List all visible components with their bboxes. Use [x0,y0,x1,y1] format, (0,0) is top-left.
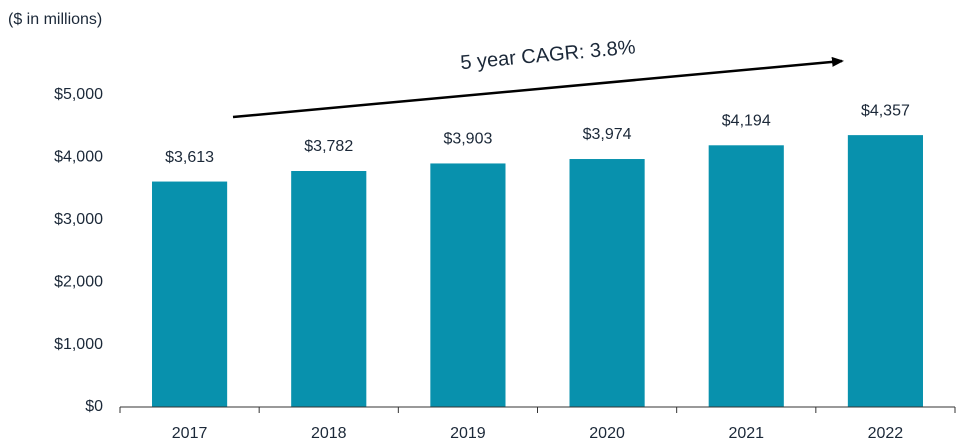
bar [708,145,784,407]
bar [569,159,645,407]
data-label: $3,974 [583,126,632,143]
x-tick-label: 2018 [311,425,347,442]
y-tick-label: $5,000 [54,86,103,103]
cagr-arrow [232,56,844,119]
data-label: $3,613 [165,149,214,166]
x-tick-label: 2022 [868,425,904,442]
data-label: $4,357 [861,102,910,119]
x-tick-label: 2020 [589,425,625,442]
y-tick-label: $3,000 [54,211,103,228]
bar [847,135,923,407]
x-tick-label: 2019 [450,425,486,442]
x-tick-label: 2021 [728,425,764,442]
y-tick-label: $0 [85,398,103,415]
annotation: 5 year CAGR: 3.8% [459,36,636,74]
y-tick-label: $2,000 [54,273,103,290]
x-tick-label: 2017 [172,425,208,442]
data-label: $3,903 [443,131,492,148]
y-tick-label: $1,000 [54,336,103,353]
bar [430,163,506,407]
y-tick-label: $4,000 [54,149,103,166]
bar [152,181,228,407]
data-label: $4,194 [722,113,771,130]
data-label: $3,782 [304,138,353,155]
chart-subtitle: ($ in millions) [8,11,102,28]
bar [291,171,367,407]
